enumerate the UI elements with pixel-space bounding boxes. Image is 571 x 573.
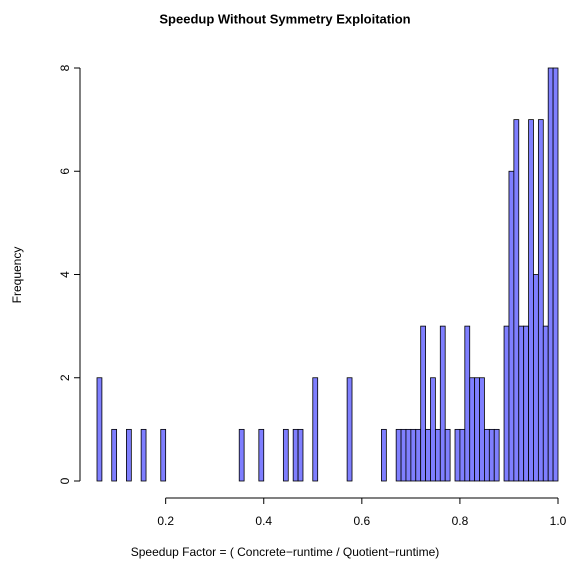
bar — [537, 119, 544, 482]
x-tick-label: 1.0 — [550, 514, 567, 528]
bar — [160, 428, 167, 482]
bar — [410, 428, 417, 482]
y-tick-label: 8 — [58, 64, 72, 71]
bar — [493, 428, 500, 482]
bar — [415, 428, 422, 482]
y-axis-label: Frequency — [10, 247, 24, 304]
bar — [469, 377, 476, 482]
bar — [459, 428, 466, 482]
bar — [474, 377, 480, 482]
x-tick-label: 0.6 — [353, 514, 370, 528]
y-tick-label: 0 — [58, 477, 72, 484]
bar — [454, 428, 461, 482]
y-tick-label: 6 — [58, 168, 72, 175]
bar — [292, 428, 299, 482]
y-tick-label: 4 — [58, 271, 72, 278]
bar — [479, 377, 485, 482]
bar — [420, 325, 426, 482]
bar — [513, 119, 520, 482]
bar — [444, 428, 451, 482]
bar — [297, 428, 304, 482]
bar — [547, 67, 554, 482]
bar — [533, 274, 539, 482]
bar — [111, 428, 118, 482]
bar — [395, 428, 402, 482]
bar — [400, 428, 407, 482]
bar — [381, 428, 387, 482]
bar — [312, 377, 319, 482]
y-tick-label: 2 — [58, 374, 72, 381]
chart-title: Speedup Without Symmetry Exploitation — [159, 11, 410, 26]
x-axis-label: Speedup Factor = ( Concrete−runtime / Qu… — [131, 545, 440, 559]
bar — [425, 428, 431, 482]
bar — [464, 325, 471, 482]
bar — [528, 119, 534, 482]
bar — [346, 377, 353, 482]
bar — [405, 428, 412, 482]
bar — [488, 428, 495, 482]
bar — [258, 428, 265, 482]
x-tick-label: 0.8 — [452, 514, 469, 528]
bar — [282, 428, 289, 482]
x-tick-label: 0.2 — [157, 514, 174, 528]
bar — [542, 325, 549, 482]
bar — [140, 428, 147, 482]
x-tick-label: 0.4 — [255, 514, 272, 528]
bar — [552, 67, 559, 482]
bar — [484, 428, 490, 482]
bar — [523, 325, 529, 482]
bar — [430, 377, 436, 482]
bar — [126, 428, 132, 482]
bar — [96, 377, 103, 482]
bar — [508, 170, 515, 482]
bar — [503, 325, 510, 482]
bar — [434, 428, 441, 482]
bar — [439, 325, 446, 482]
bar — [518, 325, 525, 482]
bar — [238, 428, 245, 482]
